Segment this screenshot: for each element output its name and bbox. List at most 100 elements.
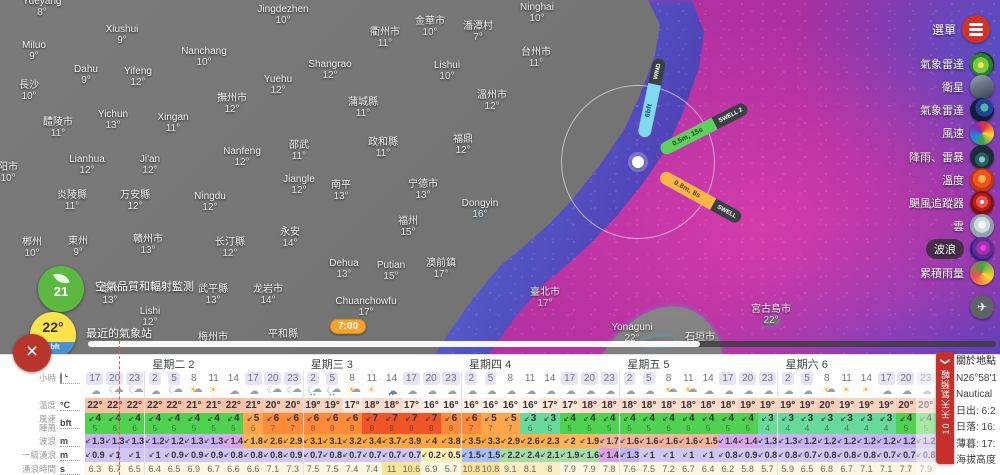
period-row-label: 湧浪時間	[21, 463, 56, 474]
sidebar-item-temp[interactable]: 溫度	[942, 168, 994, 192]
swell-cell: ↙ 0.5	[441, 448, 461, 462]
forecast-column[interactable]: 8 ☀ ☁ 18° ↙4 6 ↙ 1.6 ↙ 1 7.2	[658, 371, 679, 475]
forecast-column[interactable]: 11 ☀ 21° ↙4 5 ↙ 1.3 ↙ 0.9 6.7	[203, 371, 224, 475]
close-button[interactable]: ×	[13, 334, 51, 372]
temp-cell: 16°	[461, 398, 481, 413]
period-cell: 7.4	[342, 462, 362, 475]
sidebar-item-clouds[interactable]: 雲	[953, 214, 994, 238]
clock-icon[interactable]	[60, 371, 80, 384]
map-city-label: 金華市 10°	[415, 16, 445, 38]
period-cell: 7.9	[559, 462, 580, 475]
period-cell: 7.2	[658, 462, 679, 475]
forecast-column[interactable]: 8 ☀ ☁ 20° ↙3 4 ↙ 1.2 ↙ 0.8 6.8	[816, 371, 837, 475]
forecast-column[interactable]: 8 ☀ ☁ 17° ↙6 8 ↙ 3.2 ↙ 0.7 7.4	[342, 371, 362, 475]
forecast-column[interactable]: 14 ☁ 22° ↙4 5 ↙ 1.4 ↙ 0.8 6.6	[223, 371, 244, 475]
wave-cell: ↙ 1.6	[620, 434, 639, 448]
air-quality-badge[interactable]: 21	[38, 266, 84, 312]
weather-icon-c: ☁	[249, 386, 260, 397]
ten-day-forecast-ribbon[interactable]: ❯ 10 天天氣預報	[936, 352, 954, 464]
forecast-column[interactable]: 20 ☁ 16° ↙7 8 ↙ 4 ↙ 0.2 6.9	[421, 371, 442, 475]
hour-cell: 17	[876, 371, 896, 385]
sidebar-item-rainacc[interactable]: 累積雨量	[920, 261, 994, 285]
day-header[interactable]: 星期五 5	[627, 359, 670, 371]
forecast-column[interactable]: 5 ☁ 19° ↙3 4 ↙ 1.2 ↙ 0.7 6.5	[797, 371, 817, 475]
forecast-column[interactable]: 2 ☁ 16° ↙6 7 ↙ 3.5 ↙ 1.5 10.8	[460, 371, 481, 475]
forecast-column[interactable]: 5 ☁ 18° ↙4 5 ↙ 1.6 ↙ 1 7.5	[638, 371, 659, 475]
wind-swell-compass[interactable]: 6bft WIND 0.5m, 15s SWELL 2 0.8m, 8s SWE…	[561, 56, 750, 239]
wave-cell: ↙ 1.2	[145, 434, 165, 448]
forecast-column[interactable]: 23 ☾ ☁ 22° ↙4 6 ↙ 1.3 ↙ 1 6.5	[124, 371, 145, 475]
wind-cell: ↙6 8	[342, 413, 362, 434]
forecast-column[interactable]: 8 ☁ 16° ↙5 7 ↙ 2.9 ↙ 2.2 9.1	[500, 371, 521, 475]
forecast-column[interactable]: 23 ☾ ☁ 20° ↙6 7 ↙ 2.9 ↙ 0.9 7.3	[282, 371, 303, 475]
day-header[interactable]: 星期四 4	[469, 359, 512, 371]
forecast-column[interactable]: 14 ☀ 19° ↙3 4 ↙ 1.2 ↙ 0.8 7.1	[856, 371, 877, 475]
sidebar-item-radar[interactable]: 氣象雷達	[920, 52, 994, 76]
forecast-column[interactable]: 23 ☁ 19° ↙3 4 ↙ 1.3 ↙ 0.8 5.7	[757, 371, 778, 475]
period-cell: 6.7	[104, 462, 125, 475]
forecast-column[interactable]: 20 ☁ 20° ↙4 5 ↙ 1.2 ↙ 0.7 7.7	[896, 371, 916, 475]
temp-unit[interactable]: °C	[60, 400, 80, 411]
period-unit[interactable]: s	[60, 464, 80, 475]
wind-cell: ↙3 4	[856, 413, 877, 434]
wind-unit[interactable]: bft	[60, 418, 80, 429]
weather-icon-mc: ☾ ☁	[168, 385, 184, 395]
wave-cell: ↙ 1.2	[797, 434, 817, 448]
swell-cell: ↙ 0.7	[797, 448, 817, 462]
swell-cell: ↙ 1.5	[480, 448, 501, 462]
day-header[interactable]: 星期三 3	[310, 359, 353, 371]
forecast-column[interactable]: 2 ☁ 19° ↙3 4 ↙ 1.3 ↙ 0.8 5.9	[777, 371, 798, 475]
forecast-column[interactable]: 23 ☁ 16° ↙6 8 ↙ 3.8 ↙ 0.5 5.7	[441, 371, 461, 475]
swell-cell: ↙ 1.9	[559, 448, 580, 462]
forecast-column[interactable]: 20 ☾ ☁ 22° ↙4 6 ↙ 1.3 ↙ 1 6.7	[104, 371, 125, 475]
sidebar-item-flights[interactable]: ✈	[970, 295, 994, 319]
forecast-column[interactable]: 20 ☁ 18° ↙4 5 ↙ 1.9 ↙ 1.6 7.9	[579, 371, 600, 475]
station-time-badge[interactable]: 7:00	[330, 319, 367, 334]
forecast-column[interactable]: 11 ☀ ☁ 18° ↙4 6 ↙ 1.6 ↙ 1 6.7	[678, 371, 699, 475]
sidebar-item-hurricane[interactable]: 颶風追蹤器	[909, 191, 994, 215]
forecast-column[interactable]: 14 ☁ 17° ↙3 5 ↙ 2.3 ↙ 2.1 8	[539, 371, 560, 475]
forecast-column[interactable]: 2 ☁ 18° ↙4 5 ↙ 1.6 ↙ 1.3 7.6	[619, 371, 639, 475]
wave-unit[interactable]: m	[60, 436, 80, 447]
forecast-column[interactable]: 2 ☾ ☁ •• 19° ↙6 8 ↙ 3.1 ↙ 0.7 7.5	[302, 371, 323, 475]
forecast-column[interactable]: 5 ☾ ☁ 22° ↙4 5 ↙ 1.2 ↙ 0.9 6.5	[164, 371, 184, 475]
icon-cell: ☁	[421, 385, 441, 398]
map-city-label: 万安縣 12°	[120, 190, 150, 212]
forecast-column[interactable]: 5 ☁ 16° ↙5 7 ↙ 3.3 ↙ 1.5 10.8	[480, 371, 501, 475]
menu-button[interactable]	[962, 15, 990, 43]
sidebar-item-rain[interactable]: 降雨、雷暴	[909, 145, 994, 169]
day-header[interactable]: 星期六 6	[785, 359, 828, 371]
forecast-column[interactable]: 2 ☁ 22° ↙4 5 ↙ 1.2 ↙ 1 6.4	[144, 371, 165, 475]
forecast-column[interactable]: 8 ☀ ☁ 21° ↙4 5 ↙ 1.3 ↙ 0.9 6.9	[183, 371, 204, 475]
forecast-column[interactable]: 17 ☁ 19° ↙3 4 ↙ 1.2 ↙ 0.7 7.1	[876, 371, 897, 475]
sidebar-item-satellite[interactable]: 衛星	[942, 75, 994, 99]
forecast-column[interactable]: 17 ☁ 22° ↙4 5 ↙ 1.3 ↙ 0.9 6.3	[85, 371, 105, 475]
icon-cell: ☁	[896, 385, 916, 398]
forecast-column[interactable]: 23 ☁ 20° ↙4 5 ↙ 1.2 ↙ 0.8 7.9	[915, 371, 936, 475]
icon-cell: ☀	[856, 385, 876, 398]
forecast-column[interactable]: 17 ☁ 17° ↙4 5 ↙ 2 ↙ 1.9 7.9	[559, 371, 580, 475]
forecast-column[interactable]: 20 ☁ 19° ↙4 5 ↙ 1.4 ↙ 0.9 5.8	[737, 371, 758, 475]
sidebar-item-waves[interactable]: 波浪	[926, 237, 994, 261]
temp-cell: 19°	[778, 398, 798, 413]
swell-unit[interactable]: m	[60, 450, 80, 461]
day-header[interactable]: 星期二 2	[152, 359, 195, 371]
forecast-column[interactable]: 23 ☁ 18° ↙4 5 ↙ 1.7 ↙ 1.4 7.8	[599, 371, 620, 475]
forecast-column[interactable]: 11 ☁ 16° ↙3 6 ↙ 2.6 ↙ 2.4 8.1	[520, 371, 540, 475]
swell-cell: ↙ 0.7	[303, 448, 323, 462]
forecast-column[interactable]: 17 ☁ 17° ↙7 8 ↙ 3.9 ↙ 0.7 10.6	[401, 371, 422, 475]
forecast-column[interactable]: 20 ☾ ☁ 20° ↙6 7 ↙ 2.6 ↙ 0.8 7.1	[263, 371, 283, 475]
wind-cell: ↙5 6	[243, 413, 264, 434]
forecast-column[interactable]: 11 ☀ 18° ↙7 8 ↙ 3.4 ↙ 0.7 7.4	[361, 371, 382, 475]
forecast-column[interactable]: 14 ☁ 18° ↙4 5 ↙ 1.5 ↙ 1 6.4	[698, 371, 718, 475]
forecast-column[interactable]: 17 ☁ 21° ↙5 6 ↙ 1.8 ↙ 0.8 6.6	[243, 371, 264, 475]
forecast-column[interactable]: 14 ☁ •• 18° ↙7 9 ↙ 3.7 ↙ 0.7 11	[381, 371, 402, 475]
sidebar-item-wind[interactable]: 風速	[942, 121, 994, 145]
forecast-column[interactable]: 5 ☾ ☁ •• 19° ↙6 8 ↙ 3.1 ↙ 0.8 7.5	[322, 371, 343, 475]
wind-cell: ↙4 5	[164, 413, 184, 434]
forecast-column[interactable]: 11 ☀ 19° ↙3 4 ↙ 1.2 ↙ 0.8 6.7	[836, 371, 857, 475]
timeline-scrubber[interactable]	[88, 341, 996, 347]
wind-cell: ↙4 5	[579, 413, 600, 434]
sidebar-item-radar2[interactable]: 氣象雷達	[920, 98, 994, 122]
forecast-column[interactable]: 17 ☁ 18° ↙4 5 ↙ 1.4 ↙ 0.8 6.2	[718, 371, 738, 475]
